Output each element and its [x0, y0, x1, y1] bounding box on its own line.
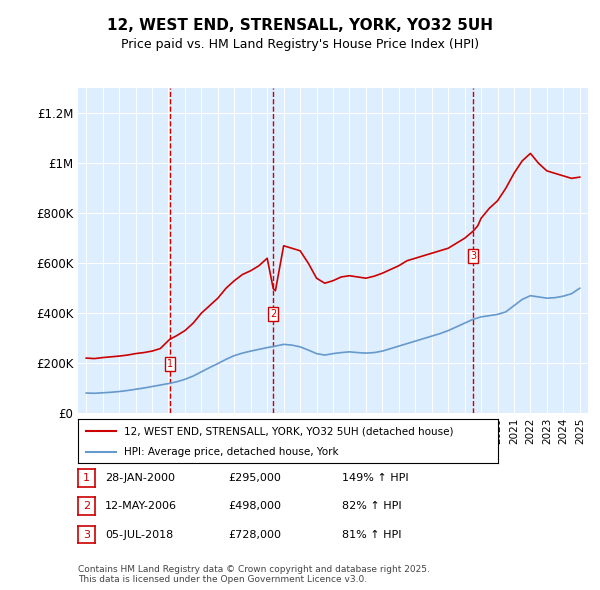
Text: 3: 3 [83, 530, 90, 539]
Text: 3: 3 [470, 251, 476, 261]
Text: £498,000: £498,000 [228, 502, 281, 511]
Text: 81% ↑ HPI: 81% ↑ HPI [342, 530, 401, 539]
Text: 28-JAN-2000: 28-JAN-2000 [105, 473, 175, 483]
Text: 05-JUL-2018: 05-JUL-2018 [105, 530, 173, 539]
Text: 82% ↑ HPI: 82% ↑ HPI [342, 502, 401, 511]
Text: Price paid vs. HM Land Registry's House Price Index (HPI): Price paid vs. HM Land Registry's House … [121, 38, 479, 51]
Text: 1: 1 [83, 473, 90, 483]
Text: £728,000: £728,000 [228, 530, 281, 539]
Text: 12-MAY-2006: 12-MAY-2006 [105, 502, 177, 511]
Text: 2: 2 [83, 502, 90, 511]
Text: 1: 1 [167, 359, 173, 369]
Text: 12, WEST END, STRENSALL, YORK, YO32 5UH: 12, WEST END, STRENSALL, YORK, YO32 5UH [107, 18, 493, 32]
Text: 2: 2 [270, 309, 277, 319]
Text: HPI: Average price, detached house, York: HPI: Average price, detached house, York [124, 447, 339, 457]
Text: 12, WEST END, STRENSALL, YORK, YO32 5UH (detached house): 12, WEST END, STRENSALL, YORK, YO32 5UH … [124, 427, 454, 436]
Text: 149% ↑ HPI: 149% ↑ HPI [342, 473, 409, 483]
Text: Contains HM Land Registry data © Crown copyright and database right 2025.
This d: Contains HM Land Registry data © Crown c… [78, 565, 430, 584]
Text: £295,000: £295,000 [228, 473, 281, 483]
